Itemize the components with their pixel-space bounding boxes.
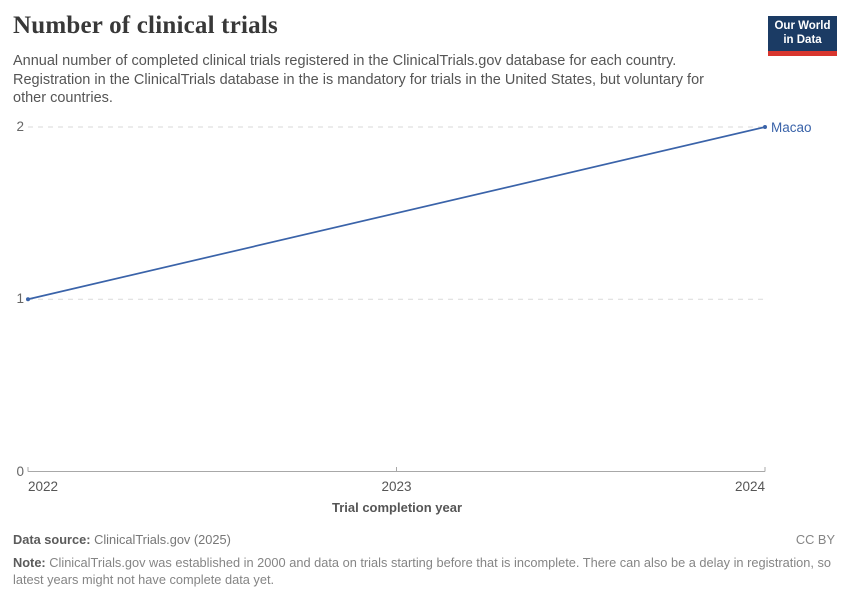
note-text: ClinicalTrials.gov was established in 20… (13, 555, 832, 587)
y-tick-1: 1 (16, 291, 24, 306)
chart-subtitle: Annual number of completed clinical tria… (13, 53, 704, 106)
x-tick-2022: 2022 (28, 479, 59, 494)
owid-logo[interactable]: Our World in Data (768, 16, 837, 56)
owid-logo-text: Our World in Data (768, 16, 837, 51)
datasource-value[interactable]: ClinicalTrials.gov (2025) (94, 532, 231, 547)
footer-source-row: Data source: ClinicalTrials.gov (2025) C… (13, 532, 835, 547)
y-tick-2: 2 (16, 119, 24, 134)
logo-red-bar (768, 51, 837, 56)
y-tick-0: 0 (16, 464, 24, 479)
datasource: Data source: ClinicalTrials.gov (2025) (13, 532, 231, 547)
owid-logo-line2: in Data (783, 34, 822, 46)
license-link[interactable]: CC BY (795, 532, 835, 547)
x-axis-line (27, 467, 766, 472)
page-title: Number of clinical trials (13, 12, 278, 39)
series-label-macao[interactable]: Macao (771, 120, 812, 135)
x-tick-2023: 2023 (381, 479, 412, 494)
footer-note: Note: ClinicalTrials.gov was established… (13, 555, 837, 588)
data-point-marker (763, 125, 767, 129)
x-tick-2024: 2024 (734, 479, 765, 494)
owid-logo-line1: Our World (774, 20, 831, 32)
datasource-label: Data source: (13, 532, 91, 547)
note-label: Note: (13, 555, 46, 570)
line-series (27, 126, 766, 301)
data-point-marker (26, 297, 30, 302)
x-axis-title: Trial completion year (331, 500, 463, 515)
